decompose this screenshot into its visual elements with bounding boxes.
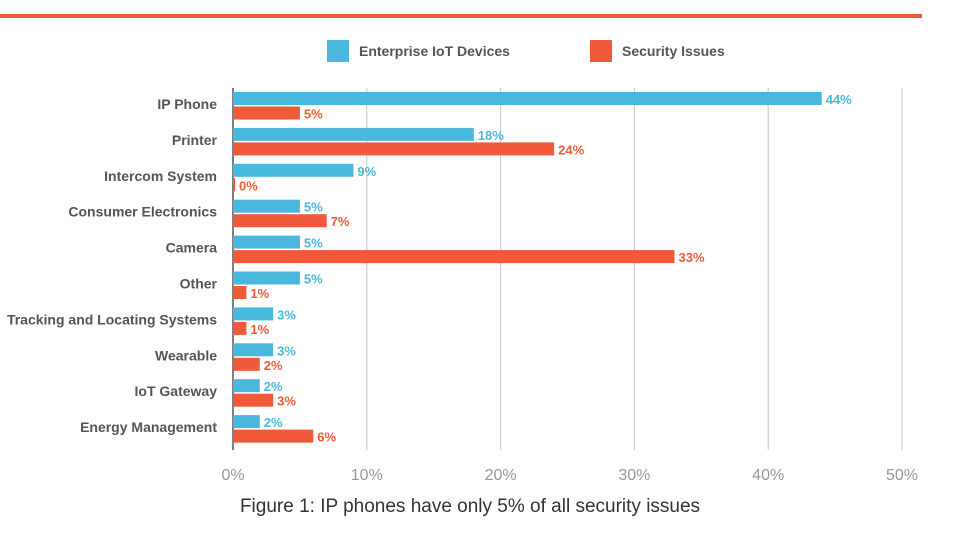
bar-enterprise-iot-devices-tracking-and-locating-systems xyxy=(233,307,274,321)
x-tick-label-50: 50% xyxy=(886,467,918,484)
category-label-other: Other xyxy=(180,276,218,292)
bar-enterprise-iot-devices-energy-management xyxy=(233,415,260,429)
category-label-printer: Printer xyxy=(172,132,218,148)
data-label-security-issues-camera: 33% xyxy=(679,250,705,265)
data-label-security-issues-intercom-system: 0% xyxy=(239,178,258,193)
legend-label-security-issues: Security Issues xyxy=(622,43,725,59)
category-label-wearable: Wearable xyxy=(155,347,217,363)
x-tick-label-10: 10% xyxy=(351,467,383,484)
data-label-security-issues-consumer-electronics: 7% xyxy=(331,214,350,229)
bar-security-issues-intercom-system xyxy=(233,178,235,192)
bar-security-issues-energy-management xyxy=(233,429,314,443)
category-label-ip-phone: IP Phone xyxy=(157,96,217,112)
x-tick-label-40: 40% xyxy=(752,467,784,484)
x-tick-label-0: 0% xyxy=(221,467,244,484)
data-label-enterprise-iot-devices-ip-phone: 44% xyxy=(826,92,852,107)
legend-swatch-enterprise-iot-devices xyxy=(327,40,349,62)
data-label-enterprise-iot-devices-energy-management: 2% xyxy=(264,415,283,430)
bar-security-issues-tracking-and-locating-systems xyxy=(233,321,247,335)
data-label-enterprise-iot-devices-other: 5% xyxy=(304,272,323,287)
legend-item-enterprise-iot-devices: Enterprise IoT Devices xyxy=(327,40,510,62)
data-label-security-issues-printer: 24% xyxy=(558,142,584,157)
bar-enterprise-iot-devices-wearable xyxy=(233,343,274,357)
category-label-tracking-and-locating-systems: Tracking and Locating Systems xyxy=(7,311,217,327)
bar-security-issues-iot-gateway xyxy=(233,393,274,407)
bar-enterprise-iot-devices-printer xyxy=(233,127,474,141)
data-label-enterprise-iot-devices-tracking-and-locating-systems: 3% xyxy=(277,307,296,322)
legend-swatch-security-issues xyxy=(590,40,612,62)
category-label-intercom-system: Intercom System xyxy=(104,168,217,184)
data-label-security-issues-other: 1% xyxy=(250,286,269,301)
data-label-enterprise-iot-devices-camera: 5% xyxy=(304,236,323,251)
bar-security-issues-camera xyxy=(233,250,675,264)
legend-item-security-issues: Security Issues xyxy=(590,40,725,62)
data-label-enterprise-iot-devices-consumer-electronics: 5% xyxy=(304,200,323,215)
bar-enterprise-iot-devices-iot-gateway xyxy=(233,379,260,393)
bar-enterprise-iot-devices-ip-phone xyxy=(233,92,822,105)
data-label-enterprise-iot-devices-iot-gateway: 2% xyxy=(264,379,283,394)
x-tick-label-30: 30% xyxy=(618,467,650,484)
category-label-energy-management: Energy Management xyxy=(80,419,217,435)
data-label-security-issues-wearable: 2% xyxy=(264,358,283,373)
data-label-security-issues-energy-management: 6% xyxy=(317,430,336,445)
bar-enterprise-iot-devices-consumer-electronics xyxy=(233,199,300,213)
data-label-security-issues-ip-phone: 5% xyxy=(304,107,323,122)
bar-security-issues-printer xyxy=(233,142,555,156)
bar-security-issues-other xyxy=(233,286,247,299)
figure-caption: Figure 1: IP phones have only 5% of all … xyxy=(239,496,701,517)
category-label-iot-gateway: IoT Gateway xyxy=(135,383,218,399)
top-accent-rule xyxy=(0,14,922,18)
category-label-consumer-electronics: Consumer Electronics xyxy=(68,204,217,220)
data-label-enterprise-iot-devices-printer: 18% xyxy=(478,128,504,143)
x-tick-label-20: 20% xyxy=(485,467,517,484)
data-label-enterprise-iot-devices-intercom-system: 9% xyxy=(357,164,376,179)
bar-security-issues-consumer-electronics xyxy=(233,214,327,228)
category-label-camera: Camera xyxy=(166,240,218,256)
data-label-security-issues-tracking-and-locating-systems: 1% xyxy=(250,322,269,337)
bar-enterprise-iot-devices-other xyxy=(233,271,300,285)
bar-enterprise-iot-devices-intercom-system xyxy=(233,163,354,177)
data-label-enterprise-iot-devices-wearable: 3% xyxy=(277,343,296,358)
bar-security-issues-ip-phone xyxy=(233,106,300,120)
bar-enterprise-iot-devices-camera xyxy=(233,235,300,249)
legend-label-enterprise-iot-devices: Enterprise IoT Devices xyxy=(359,43,510,59)
data-label-security-issues-iot-gateway: 3% xyxy=(277,394,296,409)
bar-security-issues-wearable xyxy=(233,357,260,371)
